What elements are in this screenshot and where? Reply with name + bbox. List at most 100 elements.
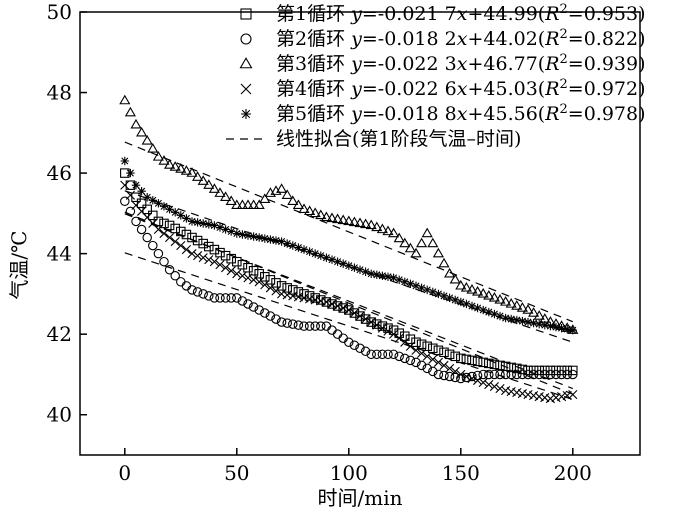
- triangle-marker: [337, 214, 349, 225]
- triangle-marker: [511, 300, 523, 310]
- triangle-marker: [124, 106, 136, 117]
- cross-marker: [277, 289, 287, 299]
- asterisk-marker: [131, 180, 141, 190]
- triangle-marker: [404, 242, 416, 253]
- square-marker: [366, 317, 376, 327]
- x-tick-label: 50: [224, 461, 249, 485]
- cross-marker: [338, 303, 348, 313]
- triangle-marker: [186, 167, 198, 177]
- cross-marker: [165, 232, 175, 243]
- circle-marker: [528, 369, 539, 380]
- triangle-marker: [248, 199, 260, 210]
- cross-marker: [260, 280, 270, 290]
- y-tick-label: 44: [47, 242, 72, 266]
- cross-marker: [221, 263, 231, 273]
- cross-marker: [187, 249, 197, 259]
- legend-label: 第4循环 y=-0.022 6x+45.03(R2=0.972): [276, 77, 646, 101]
- asterisk-marker: [249, 232, 258, 241]
- data-points: [119, 94, 579, 404]
- triangle-marker: [332, 213, 344, 224]
- cross-marker: [512, 387, 522, 398]
- triangle-marker: [158, 155, 170, 165]
- circle-marker: [321, 321, 332, 331]
- square-marker: [461, 354, 472, 365]
- asterisk-marker: [529, 318, 538, 328]
- circle-marker: [344, 337, 354, 347]
- circle-marker: [478, 369, 488, 380]
- circle-marker: [545, 369, 556, 380]
- cross-marker: [372, 320, 382, 330]
- circle-marker: [243, 299, 253, 309]
- asterisk-marker: [232, 229, 241, 238]
- triangle-marker: [483, 289, 495, 300]
- cross-marker: [484, 379, 494, 390]
- triangle-marker: [231, 199, 243, 210]
- cross-marker: [159, 228, 169, 239]
- cross-marker: [456, 369, 466, 380]
- asterisk-marker: [204, 220, 213, 229]
- circle-marker: [394, 351, 404, 362]
- cross-marker: [422, 351, 432, 361]
- asterisk-marker: [400, 277, 409, 287]
- square-marker: [349, 308, 360, 318]
- square-marker: [512, 363, 522, 374]
- triangle-marker: [533, 310, 545, 320]
- circle-marker: [489, 369, 500, 380]
- triangle-marker: [365, 219, 377, 230]
- triangle-marker: [449, 273, 461, 284]
- circle-marker: [372, 349, 382, 360]
- circle-marker: [248, 302, 259, 312]
- cross-marker: [562, 391, 572, 401]
- square-marker: [439, 347, 449, 358]
- circle-marker: [293, 320, 304, 330]
- legend-label: 第5循环 y=-0.018 8x+45.56(R2=0.978): [276, 102, 646, 126]
- asterisk-marker: [165, 205, 174, 214]
- cross-marker: [153, 224, 163, 235]
- asterisk-marker: [154, 199, 163, 208]
- circle-marker: [209, 293, 220, 303]
- triangle-marker: [119, 94, 131, 105]
- circle-marker: [411, 357, 421, 368]
- asterisk-marker: [255, 233, 264, 242]
- cross-marker: [445, 363, 455, 374]
- triangle-marker: [477, 287, 489, 298]
- y-tick-label: 40: [47, 403, 72, 427]
- asterisk-marker: [215, 223, 225, 232]
- triangle-marker: [343, 215, 355, 226]
- square-marker: [472, 356, 483, 367]
- legend: 第1循环 y=-0.021 7x+44.99(R2=0.953)第2循环 y=-…: [226, 2, 646, 150]
- y-axis-title: 气温/℃: [7, 230, 31, 299]
- asterisk-marker: [171, 208, 180, 217]
- x-tick-label: 0: [118, 461, 131, 485]
- square-marker: [411, 337, 421, 347]
- square-marker: [467, 355, 477, 366]
- cross-marker: [333, 301, 343, 311]
- cross-marker: [288, 291, 298, 301]
- cross-marker: [271, 286, 281, 296]
- circle-marker: [422, 363, 432, 374]
- square-marker: [181, 229, 192, 240]
- triangle-marker: [522, 304, 534, 314]
- triangle-marker: [466, 283, 478, 294]
- square-marker: [416, 339, 427, 349]
- triangle-marker: [376, 223, 388, 234]
- square-marker: [288, 285, 298, 295]
- asterisk-marker: [148, 196, 157, 205]
- cross-marker: [181, 245, 191, 255]
- circle-marker: [512, 369, 522, 380]
- cross-marker: [237, 271, 247, 281]
- triangle-marker: [197, 175, 209, 185]
- square-marker: [293, 287, 304, 297]
- cross-marker: [316, 296, 326, 306]
- circle-marker: [204, 291, 214, 301]
- cross-marker: [394, 333, 404, 343]
- cross-marker: [489, 381, 499, 392]
- circle-marker: [444, 371, 455, 382]
- circle-marker: [288, 319, 298, 329]
- cross-marker: [377, 323, 387, 333]
- cross-marker: [243, 273, 253, 283]
- asterisk-marker: [367, 269, 376, 278]
- triangle-marker: [455, 279, 467, 290]
- triangle-marker: [427, 237, 439, 248]
- cross-marker: [249, 275, 259, 285]
